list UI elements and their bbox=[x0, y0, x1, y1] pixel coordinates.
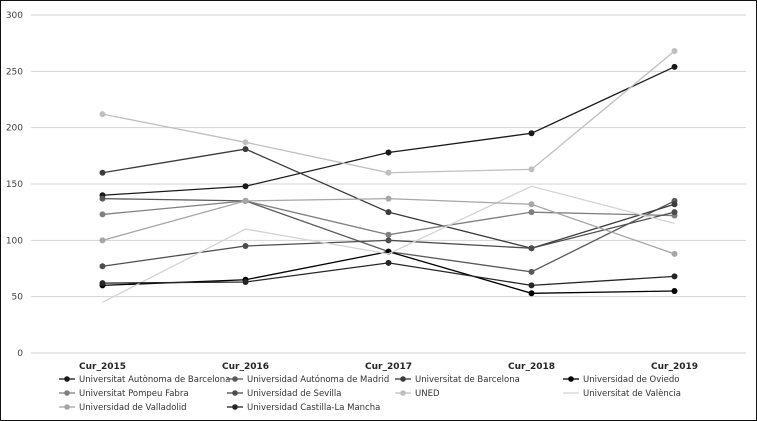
data-point bbox=[242, 139, 249, 146]
series-0 bbox=[99, 63, 678, 199]
legend-marker-icon bbox=[400, 376, 406, 382]
legend-label: Universidad de Oviedo bbox=[583, 375, 679, 385]
x-axis-category-label: Cur_2017 bbox=[365, 362, 412, 372]
legend-item: Universitat Pompeu Fabra bbox=[59, 389, 189, 399]
data-point bbox=[385, 259, 392, 266]
legend-item: Universitat de Barcelona bbox=[395, 375, 520, 385]
data-point bbox=[242, 279, 249, 286]
legend-item: Universitat Autònoma de Barcelona bbox=[59, 374, 230, 385]
legend-item: Universidad de Oviedo bbox=[563, 375, 679, 385]
legend-item: Universidad de Sevilla bbox=[227, 389, 342, 399]
data-point bbox=[242, 197, 249, 204]
data-point bbox=[528, 282, 535, 289]
legend-label: Universidad de Sevilla bbox=[247, 389, 342, 399]
legend-label: Universitat de Barcelona bbox=[415, 375, 520, 385]
y-axis-tick-label: 300 bbox=[6, 11, 23, 21]
legend-item: Universidad de Valladolid bbox=[59, 403, 187, 413]
legend-marker-icon bbox=[232, 376, 238, 382]
x-axis-category-label: Cur_2016 bbox=[222, 362, 269, 372]
data-point bbox=[671, 250, 678, 257]
series-8 bbox=[99, 195, 678, 257]
legend-marker-icon bbox=[568, 376, 574, 382]
legend-marker-icon bbox=[64, 376, 70, 382]
data-point bbox=[99, 211, 106, 218]
x-axis-category-label: Cur_2018 bbox=[508, 362, 555, 372]
legend-item: Universitat de València bbox=[563, 388, 681, 399]
legend-item: UNED bbox=[395, 389, 440, 399]
legend-marker-icon bbox=[232, 390, 238, 396]
legend-marker-icon bbox=[64, 390, 70, 396]
legend-label: Universidad Autónoma de Madrid bbox=[247, 374, 389, 385]
data-point bbox=[242, 242, 249, 249]
series-9 bbox=[99, 259, 678, 289]
data-point bbox=[385, 195, 392, 202]
legend-label: Universidad de Valladolid bbox=[79, 403, 187, 413]
data-point bbox=[385, 149, 392, 156]
data-point bbox=[385, 237, 392, 244]
data-point bbox=[242, 146, 249, 153]
axes: 0 50 100 150 200 250 300 Cur_2015 Cur_2016 Cur_20… bbox=[6, 11, 746, 372]
legend-label: Universitat Pompeu Fabra bbox=[79, 389, 189, 399]
legend-label: UNED bbox=[415, 389, 440, 399]
legend-marker-icon bbox=[400, 390, 406, 396]
series-3 bbox=[99, 248, 678, 297]
data-point bbox=[528, 290, 535, 297]
y-axis-tick-label: 150 bbox=[6, 180, 23, 190]
data-point bbox=[385, 209, 392, 216]
data-point bbox=[671, 63, 678, 70]
data-point bbox=[671, 273, 678, 280]
data-point bbox=[99, 169, 106, 176]
data-point bbox=[385, 169, 392, 176]
data-point bbox=[671, 288, 678, 295]
legend-item: Universidad Castilla-La Mancha bbox=[227, 403, 380, 413]
y-axis-tick-label: 0 bbox=[17, 349, 23, 359]
data-point bbox=[528, 130, 535, 137]
legend-marker-icon bbox=[64, 404, 70, 410]
y-axis-tick-label: 200 bbox=[6, 124, 23, 134]
data-point bbox=[528, 245, 535, 252]
data-point bbox=[671, 209, 678, 216]
data-point bbox=[528, 268, 535, 275]
legend-item: Universidad Autónoma de Madrid bbox=[227, 374, 389, 385]
data-point bbox=[99, 237, 106, 244]
legend-marker-icon bbox=[232, 404, 238, 410]
data-point bbox=[671, 48, 678, 55]
legend-label: Universitat Autònoma de Barcelona bbox=[79, 374, 230, 385]
legend-label: Universitat de València bbox=[583, 388, 681, 399]
series-7 bbox=[102, 185, 675, 303]
y-axis-tick-label: 100 bbox=[6, 236, 23, 246]
data-point bbox=[528, 209, 535, 216]
series-line bbox=[102, 262, 675, 287]
series-line bbox=[102, 185, 675, 303]
series-6 bbox=[99, 48, 678, 176]
data-point bbox=[99, 111, 106, 118]
data-point bbox=[99, 195, 106, 202]
data-point bbox=[385, 231, 392, 238]
legend-label: Universidad Castilla-La Mancha bbox=[247, 403, 380, 413]
data-point bbox=[528, 201, 535, 208]
chart-legend: Universitat Autònoma de Barcelona Univers… bbox=[59, 374, 681, 413]
series-line bbox=[102, 200, 675, 236]
data-point bbox=[528, 166, 535, 173]
y-axis-tick-label: 250 bbox=[6, 67, 23, 77]
x-axis-category-label: Cur_2015 bbox=[79, 362, 126, 372]
x-axis-category-label: Cur_2019 bbox=[651, 362, 698, 372]
data-point bbox=[99, 263, 106, 270]
series-5 bbox=[99, 209, 678, 270]
y-axis-tick-label: 50 bbox=[12, 293, 24, 303]
data-point bbox=[242, 183, 249, 190]
data-point bbox=[99, 280, 106, 287]
data-point bbox=[671, 201, 678, 208]
